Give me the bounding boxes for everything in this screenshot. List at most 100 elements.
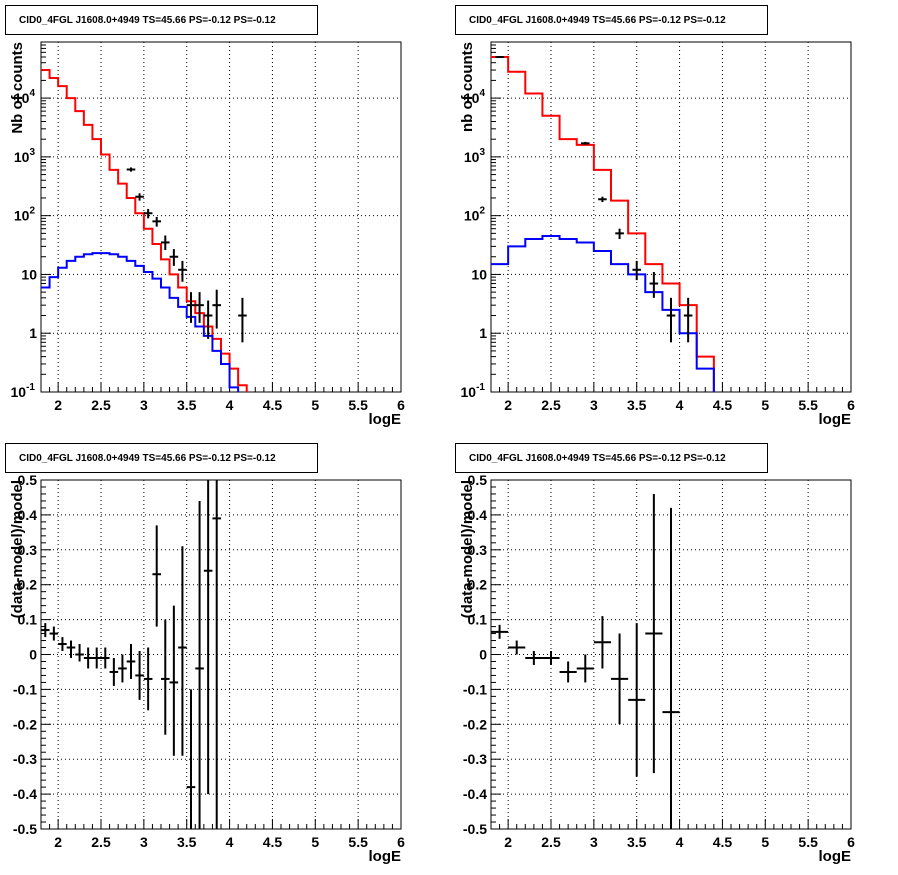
y-tick-label: -0.3 xyxy=(463,751,487,767)
y-tick-label: 1 xyxy=(479,325,487,341)
y-tick-label: -0.2 xyxy=(13,716,37,732)
y-tick-label: 104 xyxy=(14,88,36,106)
data-point xyxy=(593,616,611,669)
data-point xyxy=(126,167,136,172)
data-point xyxy=(542,651,560,665)
data-point xyxy=(683,297,693,343)
x-tick-label: 4.5 xyxy=(713,834,733,850)
data-point xyxy=(143,208,153,219)
data-point xyxy=(632,260,641,281)
data-point xyxy=(238,297,247,343)
x-tick-label: 4 xyxy=(226,834,234,850)
chart-panel-1: 2 2.5 3 3.5 4 4.5 5 5.5 6 10-1 1 10 102 103 104 logE Nb … xyxy=(5,5,405,428)
chart-title: CID0_4FGL J1608.0+4949 TS=45.66 PS=-0.12… xyxy=(19,15,276,26)
title-box xyxy=(5,5,318,35)
data-point xyxy=(126,644,136,679)
x-tick-label: 2 xyxy=(504,397,512,413)
y-tick-label: 103 xyxy=(14,147,36,165)
x-tick-label: 2.5 xyxy=(541,834,561,850)
y-axis-title: nb of counts xyxy=(459,42,476,132)
x-tick-label: 3 xyxy=(140,834,148,850)
y-tick-label: 0.1 xyxy=(468,612,488,628)
y-tick-label: 0 xyxy=(479,647,487,663)
y-tick-label: 10 xyxy=(471,266,487,282)
x-tick-label: 5.5 xyxy=(348,834,368,850)
data-point xyxy=(666,297,676,343)
x-axis-title: logE xyxy=(369,411,402,428)
data-point xyxy=(576,654,594,683)
y-tick-label: 103 xyxy=(464,147,486,165)
y-tick-label: 0.5 xyxy=(468,472,488,488)
y-tick-label: 0.5 xyxy=(18,472,38,488)
y-tick-label: 0.4 xyxy=(18,507,38,523)
series-step-line-1 xyxy=(491,56,715,392)
title-box xyxy=(5,443,318,473)
series-layer xyxy=(41,69,248,392)
axis-ticks xyxy=(490,41,852,393)
y-tick-label: 0.2 xyxy=(468,577,488,593)
grid xyxy=(41,42,401,392)
data-point xyxy=(49,626,59,641)
data-point xyxy=(152,216,161,227)
data-point xyxy=(598,196,607,203)
data-point xyxy=(525,651,543,665)
data-point xyxy=(75,644,84,662)
data-point xyxy=(581,141,590,145)
y-tick-label: -0.4 xyxy=(13,786,37,802)
x-tick-label: 5.5 xyxy=(348,397,368,413)
y-tick-label: -0.1 xyxy=(13,681,37,697)
grid xyxy=(41,480,401,829)
x-tick-label: 3.5 xyxy=(177,834,197,850)
data-point xyxy=(135,193,144,201)
data-point xyxy=(178,546,187,756)
x-tick-label: 2.5 xyxy=(91,397,111,413)
data-point xyxy=(58,637,67,652)
y-tick-label: -0.5 xyxy=(463,821,487,837)
x-tick-label: 5 xyxy=(761,834,769,850)
chart-panel-4: 2 2.5 3 3.5 4 4.5 5 5.5 6 -0.5 -0.4 -0.3 -0.2 -0.1 0 0.… xyxy=(455,443,855,865)
data-point xyxy=(169,605,179,756)
x-tick-label: 4 xyxy=(676,834,684,850)
x-tick-label: 4.5 xyxy=(263,397,283,413)
y-tick-label: 0 xyxy=(29,647,37,663)
x-tick-label: 6 xyxy=(397,397,405,413)
y-tick-label: -0.4 xyxy=(463,786,487,802)
x-tick-label: 5.5 xyxy=(798,834,818,850)
data-point xyxy=(161,619,170,735)
data-point xyxy=(203,300,213,339)
y-axis-title: (data-model)/model xyxy=(459,480,476,618)
axis-ticks xyxy=(40,479,402,830)
x-tick-label: 3 xyxy=(590,397,598,413)
data-point xyxy=(508,640,526,655)
data-point xyxy=(195,500,204,829)
x-tick-label: 2 xyxy=(54,834,62,850)
y-axis-title: Nb of counts xyxy=(9,42,26,134)
x-tick-label: 4 xyxy=(676,397,684,413)
x-tick-label: 4.5 xyxy=(713,397,733,413)
series-step-line-2 xyxy=(491,235,715,392)
x-tick-label: 6 xyxy=(847,397,855,413)
data-point xyxy=(83,647,93,669)
x-tick-label: 2.5 xyxy=(541,397,561,413)
data-point xyxy=(649,272,659,298)
x-axis-title: logE xyxy=(819,848,852,865)
y-tick-label: 0.2 xyxy=(18,577,38,593)
data-point xyxy=(628,623,646,777)
y-tick-label: 10 xyxy=(21,266,37,282)
series-layer xyxy=(491,56,715,392)
y-tick-label: 10-1 xyxy=(461,382,486,400)
data-point xyxy=(101,647,110,669)
data-point xyxy=(559,661,577,683)
x-tick-label: 5 xyxy=(311,834,319,850)
y-tick-label: 0.3 xyxy=(468,542,488,558)
x-tick-label: 4 xyxy=(226,397,234,413)
title-box xyxy=(455,443,768,473)
data-point xyxy=(662,507,680,829)
data-point xyxy=(41,623,50,638)
x-tick-label: 2 xyxy=(504,834,512,850)
x-axis-title: logE xyxy=(819,411,852,428)
data-point xyxy=(152,525,161,627)
x-tick-label: 3.5 xyxy=(177,397,197,413)
y-tick-label: 102 xyxy=(464,206,486,224)
x-tick-label: 5 xyxy=(311,397,319,413)
